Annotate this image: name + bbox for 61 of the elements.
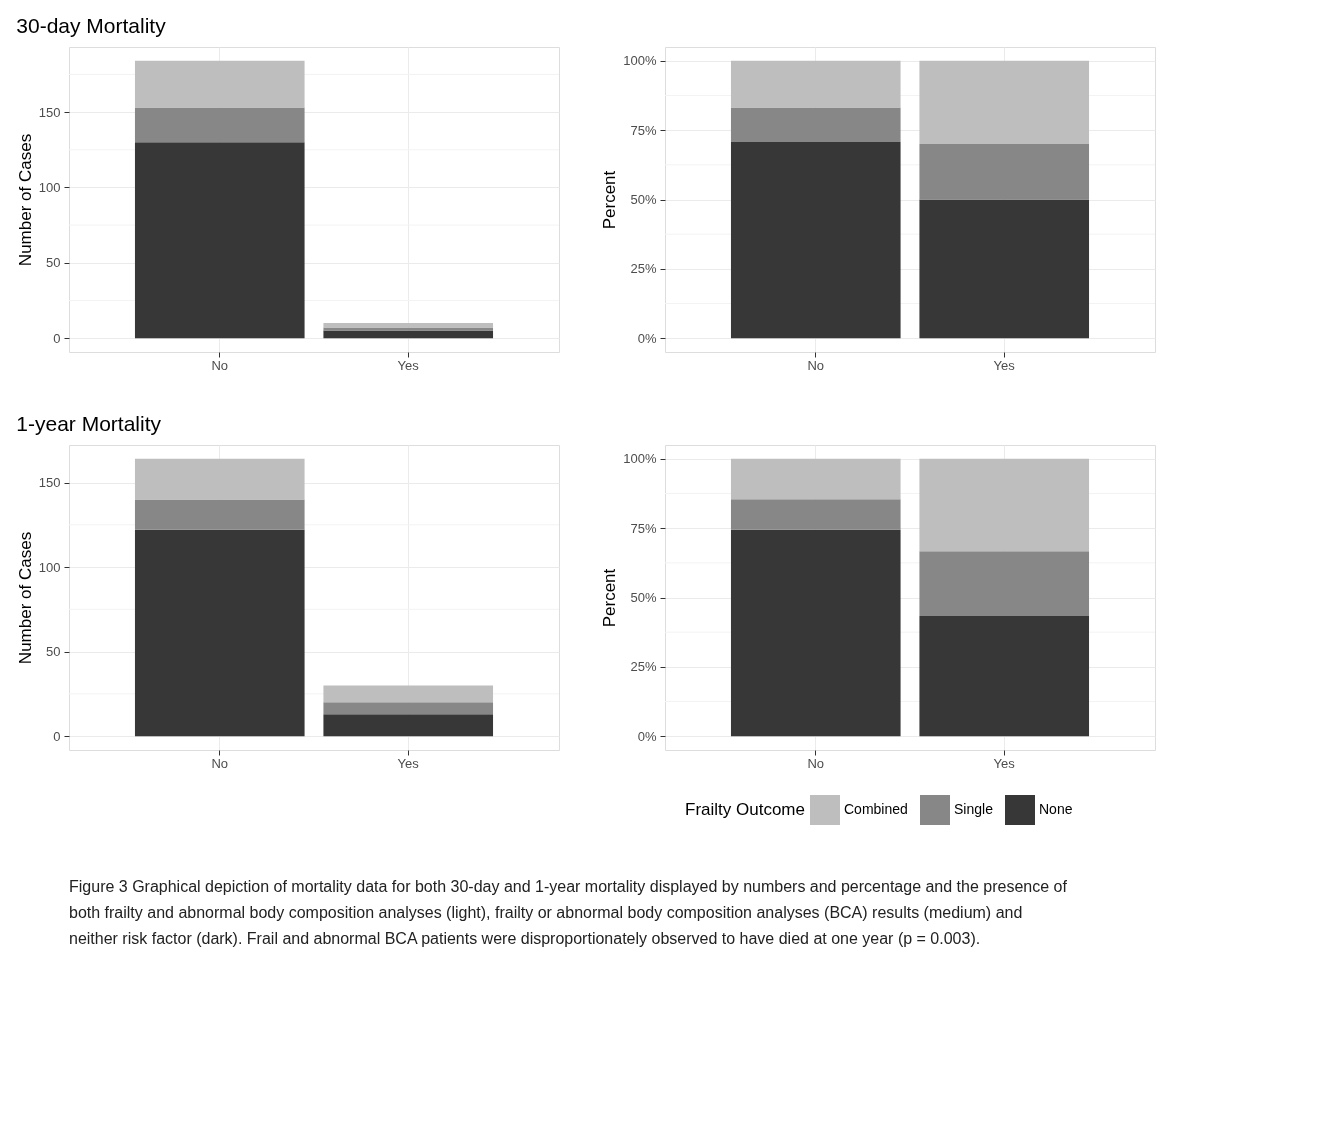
y-tick-label: 0: [53, 330, 61, 346]
y-tick-label: 100%: [623, 451, 657, 467]
x-tick-label: Yes: [397, 357, 420, 373]
bar: [730, 60, 901, 108]
y-tick-label: 0%: [637, 728, 657, 744]
x-tick-label: Yes: [397, 755, 420, 771]
bar: [730, 529, 901, 737]
bar: [134, 107, 305, 143]
y-tick-label: 100%: [623, 53, 657, 69]
y-axis-title: Percent: [600, 568, 620, 628]
bar: [323, 330, 494, 339]
bar: [134, 142, 305, 339]
legend-label: Combined: [844, 801, 908, 817]
y-tick-label: 25%: [630, 659, 657, 675]
x-tick-label: No: [211, 755, 229, 771]
bar: [919, 616, 1090, 737]
y-tick-label: 0: [53, 728, 61, 744]
legend-label: Single: [954, 801, 994, 817]
bar: [134, 60, 305, 108]
y-axis-title: Percent: [600, 170, 620, 230]
bar: [730, 142, 901, 339]
bar: [919, 199, 1090, 339]
y-tick-label: 75%: [630, 122, 657, 138]
x-tick-label: No: [211, 357, 229, 373]
y-tick-label: 25%: [630, 261, 657, 277]
bar: [919, 60, 1090, 145]
y-tick-label: 50: [46, 644, 61, 660]
bar: [919, 144, 1090, 200]
y-tick-label: 100: [38, 559, 61, 575]
legend-label: None: [1039, 801, 1073, 817]
bar: [323, 323, 494, 328]
bar: [134, 529, 305, 737]
legend-title: Frailty Outcome: [685, 800, 805, 819]
bar: [730, 107, 901, 143]
y-tick-label: 100: [38, 179, 61, 195]
bar: [323, 685, 494, 703]
chart-title: 30-day Mortality: [16, 14, 167, 37]
bar: [134, 499, 305, 530]
bar: [134, 458, 305, 500]
bar: [730, 458, 901, 500]
y-tick-label: 50%: [630, 590, 657, 605]
x-tick-label: No: [807, 357, 825, 373]
y-axis-title: Number of Cases: [15, 133, 35, 267]
x-tick-label: No: [807, 755, 825, 771]
bar: [919, 551, 1090, 617]
y-tick-label: 150: [38, 104, 61, 120]
y-tick-label: 0%: [637, 330, 657, 346]
bar: [730, 499, 901, 530]
bar: [919, 458, 1090, 552]
y-tick-label: 50%: [630, 192, 657, 207]
bar: [323, 714, 494, 737]
caption: Figure 3 Graphical depiction of mortality data for both 30-day and 1-year mortality displayed by numbers and percentage and the presence of both frailty and abnormal body composition analyses (light), frailty or abnormal body composition analyses (BCA) results (medium) and neither risk factor (dark). Frail and abnormal BCA patients were disproportionately observed to have died at one year (p = 0.003).: [69, 878, 1068, 947]
chart-title: 1-year Mortality: [16, 412, 162, 435]
x-tick-label: Yes: [993, 755, 1016, 771]
y-axis-title: Number of Cases: [15, 531, 35, 665]
bar: [323, 702, 494, 715]
y-tick-label: 150: [38, 475, 61, 491]
bar: [323, 327, 494, 331]
x-tick-label: Yes: [993, 357, 1016, 373]
y-tick-label: 75%: [630, 520, 657, 536]
y-tick-label: 50: [46, 255, 61, 271]
